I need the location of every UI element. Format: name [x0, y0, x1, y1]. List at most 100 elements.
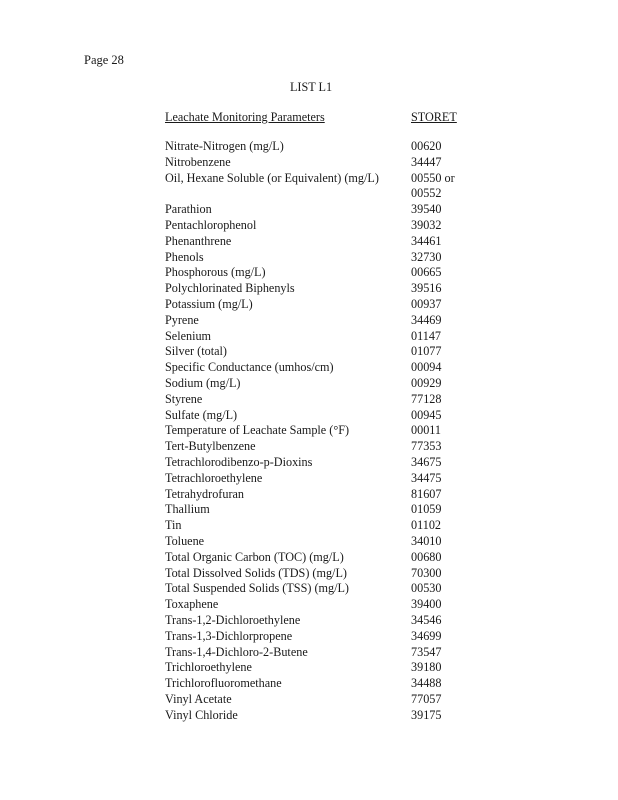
parameter-name: Tetrachloroethylene [165, 470, 263, 485]
table-row: Vinyl Chloride 39175 [165, 708, 485, 724]
parameter-name: Trans-1,2-Dichloroethylene [165, 612, 301, 627]
table-row: Selenium 01147 [165, 329, 485, 345]
table-row: Sodium (mg/L) 00929 [165, 376, 485, 392]
table-row: Silver (total) 01077 [165, 344, 485, 360]
storet-code: 01147 [411, 328, 442, 343]
storet-code: 00937 [411, 296, 442, 311]
storet-code: 39180 [411, 660, 442, 675]
parameter-name: Tetrahydrofuran [165, 486, 245, 501]
storet-code: 00550 or 00552 [411, 170, 455, 201]
storet-code: 73547 [411, 644, 442, 659]
storet-code: 00620 [411, 139, 442, 153]
storet-code: 00094 [411, 360, 442, 375]
storet-code: 39516 [411, 281, 442, 296]
parameter-name: Pyrene [165, 312, 199, 327]
storet-code: 70300 [411, 565, 442, 580]
storet-code: 81607 [411, 486, 442, 501]
table-row: Trans-1,4-Dichloro-2-Butene 73547 [165, 645, 485, 661]
storet-code: 01077 [411, 344, 442, 359]
table-row: Trichloroethylene 39180 [165, 660, 485, 676]
table-row: Tetrachlorodibenzo-p-Dioxins 34675 [165, 455, 485, 471]
parameter-name: Styrene [165, 391, 203, 406]
storet-code: 34461 [411, 233, 442, 248]
table-row: Tert-Butylbenzene 77353 [165, 439, 485, 455]
storet-code: 01102 [411, 518, 442, 533]
parameter-name: Tert-Butylbenzene [165, 439, 256, 454]
parameter-name: Parathion [165, 202, 212, 217]
parameter-name: Sodium (mg/L) [165, 375, 241, 390]
storet-code: 34546 [411, 612, 442, 627]
parameter-name: Sulfate (mg/L) [165, 407, 238, 422]
storet-code: 77128 [411, 391, 442, 406]
parameter-name: Phosphorous (mg/L) [165, 265, 266, 280]
table-row: Phenanthrene 34461 [165, 234, 485, 250]
table-row: Pentachlorophenol 39032 [165, 218, 485, 234]
table-row: Sulfate (mg/L) 00945 [165, 408, 485, 424]
page-number: Page 28 [84, 53, 124, 67]
table-row: Trans-1,3-Dichlorpropene 34699 [165, 629, 485, 645]
column-header-storet: STORET [411, 110, 457, 124]
storet-code: 32730 [411, 249, 442, 264]
table-row: Total Dissolved Solids (TDS) (mg/L) 70300 [165, 566, 485, 582]
parameter-name: Nitrate-Nitrogen (mg/L) [165, 139, 284, 153]
parameter-name: Temperature of Leachate Sample (°F) [165, 423, 350, 438]
table-row: Potassium (mg/L) 00937 [165, 297, 485, 313]
table-row: Nitrobenzene 34447 [165, 155, 485, 171]
table-row: Total Suspended Solids (TSS) (mg/L) 00530 [165, 581, 485, 597]
parameter-name: Tetrachlorodibenzo-p-Dioxins [165, 454, 313, 469]
parameter-name: Trichloroethylene [165, 660, 252, 675]
parameter-name: Toxaphene [165, 597, 219, 612]
storet-code: 34699 [411, 628, 442, 643]
storet-code: 39175 [411, 707, 442, 722]
storet-code: 00011 [411, 423, 442, 438]
parameter-name: Nitrobenzene [165, 154, 231, 169]
table-row: Pyrene 34469 [165, 313, 485, 329]
table-row: Trans-1,2-Dichloroethylene 34546 [165, 613, 485, 629]
parameter-list: Nitrate-Nitrogen (mg/L) 00620 Nitrobenzene… [165, 139, 485, 723]
parameter-name: Total Suspended Solids (TSS) (mg/L) [165, 581, 349, 596]
storet-code: 00530 [411, 581, 442, 596]
storet-code: 34010 [411, 533, 442, 548]
parameter-name: Total Organic Carbon (TOC) (mg/L) [165, 549, 344, 564]
storet-code: 00929 [411, 375, 442, 390]
table-row: Specific Conductance (umhos/cm) 00094 [165, 360, 485, 376]
parameter-name: Vinyl Acetate [165, 691, 232, 706]
table-row: Toluene 34010 [165, 534, 485, 550]
parameter-name: Silver (total) [165, 344, 227, 359]
parameter-name: Toluene [165, 533, 205, 548]
storet-code: 34675 [411, 454, 442, 469]
storet-code: 39400 [411, 597, 442, 612]
table-row: Parathion 39540 [165, 202, 485, 218]
table-row: Trichlorofluoromethane 34488 [165, 676, 485, 692]
parameter-name: Total Dissolved Solids (TDS) (mg/L) [165, 565, 347, 580]
table-row: Temperature of Leachate Sample (°F) 00011 [165, 423, 485, 439]
storet-code: 00665 [411, 265, 442, 280]
parameter-name: Trichlorofluoromethane [165, 676, 282, 691]
table-row: Tin 01102 [165, 518, 485, 534]
table-row: Oil, Hexane Soluble (or Equivalent) (mg/… [165, 171, 485, 203]
table-row: Phosphorous (mg/L) 00665 [165, 265, 485, 281]
table-row: Phenols 32730 [165, 250, 485, 266]
storet-code: 77353 [411, 439, 442, 454]
table-row: Styrene 77128 [165, 392, 485, 408]
storet-code: 39032 [411, 217, 442, 232]
table-row: Thallium 01059 [165, 502, 485, 518]
parameter-name: Phenanthrene [165, 233, 232, 248]
parameter-name: Thallium [165, 502, 210, 517]
parameter-name: Vinyl Chloride [165, 707, 238, 722]
table-row: Nitrate-Nitrogen (mg/L) 00620 [165, 139, 485, 155]
table-row: Toxaphene 39400 [165, 597, 485, 613]
list-title: LIST L1 [289, 80, 333, 94]
storet-code: 00945 [411, 407, 442, 422]
storet-code: 39540 [411, 202, 442, 217]
storet-code: 34488 [411, 676, 442, 691]
parameter-name: Phenols [165, 249, 204, 264]
parameter-name: Pentachlorophenol [165, 217, 257, 232]
parameter-name: Trans-1,3-Dichlorpropene [165, 628, 293, 643]
parameter-name: Polychlorinated Biphenyls [165, 281, 295, 296]
column-header-parameter: Leachate Monitoring Parameters [165, 110, 325, 124]
table-row: Total Organic Carbon (TOC) (mg/L) 00680 [165, 550, 485, 566]
parameter-name: Potassium (mg/L) [165, 296, 253, 311]
table-row: Polychlorinated Biphenyls 39516 [165, 281, 485, 297]
parameter-name: Specific Conductance (umhos/cm) [165, 360, 334, 375]
